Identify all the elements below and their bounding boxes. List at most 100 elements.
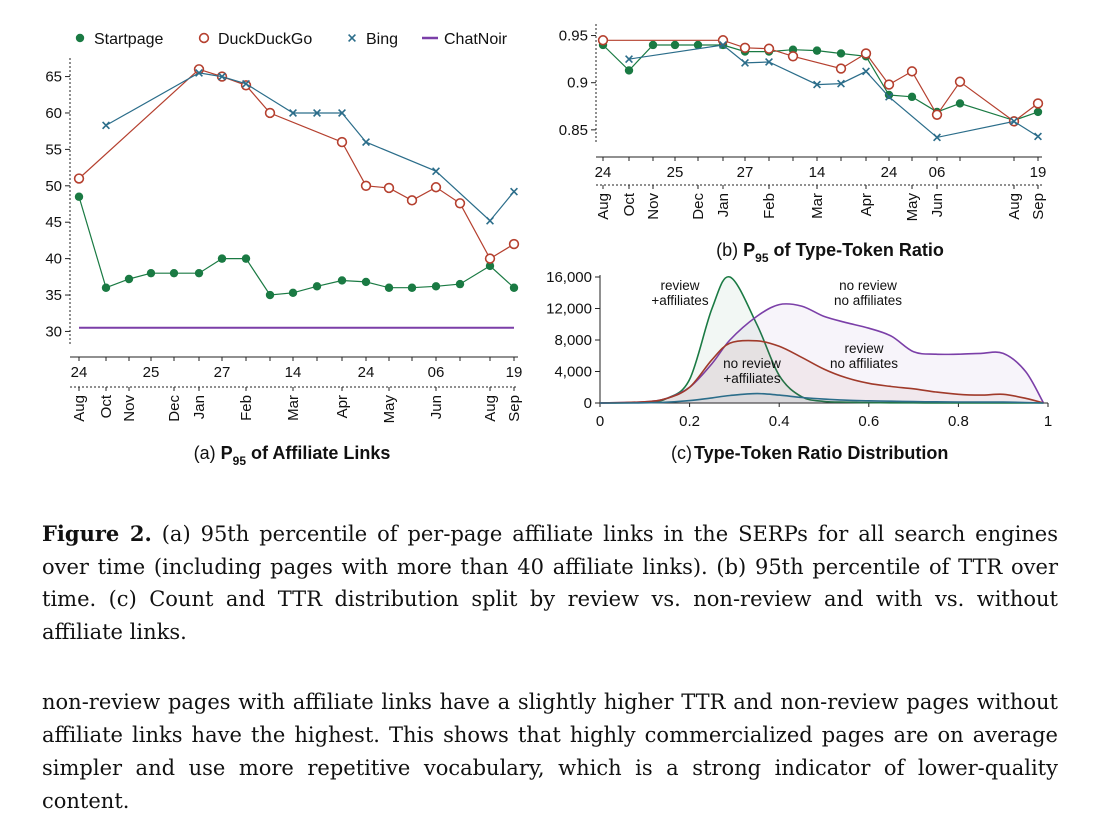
data-point-a-startpage [169,268,179,278]
series-line-b-bing [628,44,1039,139]
legend-label-bing: Bing [366,31,398,48]
data-point-a-bing [242,79,250,88]
x-tick-label-c: 0.6 [858,413,879,430]
x-month-label-a: Feb [238,395,255,421]
x-day-label-a: 06 [428,364,445,381]
y-tick-label-b: 0.9 [567,75,588,92]
data-point-b-duckduckgo [763,43,775,54]
data-point-b-duckduckgo [597,35,609,46]
y-tick-label-a: 35 [45,287,62,304]
series-line-a-startpage [78,196,515,296]
x-month-label-b: Feb [761,193,778,219]
data-point-a-startpage [509,283,519,292]
chart-title-c-label: (c) [671,443,692,463]
legend-swatch-bing [348,34,356,42]
series-line-a-duckduckgo [78,68,515,260]
data-point-b-duckduckgo [931,109,943,120]
y-tick-label-a: 50 [45,178,62,195]
legend-label-duckduckgo: DuckDuckGo [218,31,312,48]
data-point-a-bing [510,187,518,196]
legend-swatch-duckduckgo [198,32,210,44]
data-point-b-bing [933,133,941,142]
data-point-b-duckduckgo [739,42,751,54]
density-label-2: review [844,341,883,356]
x-tick-label-c: 1 [1044,413,1052,430]
x-day-label-a: 25 [143,364,160,381]
data-point-a-startpage [312,282,322,291]
data-point-a-duckduckgo [454,198,466,209]
data-point-a-startpage [74,192,84,201]
density-line-3 [599,392,1044,404]
data-point-b-startpage [693,40,703,50]
data-point-b-startpage [955,99,965,108]
data-point-a-startpage [194,268,204,278]
data-point-b-duckduckgo [883,79,895,90]
x-month-label-a: Aug [71,395,88,422]
x-day-label-b: 25 [667,164,684,181]
data-point-b-duckduckgo [717,35,729,46]
data-point-a-bing [338,109,346,117]
data-point-a-bing [218,72,226,81]
figure-caption: Figure 2. (a) 95th percentile of per-pag… [42,518,1058,648]
data-point-b-bing [885,92,893,101]
y-tick-label-c: 12,000 [546,301,592,318]
chart-title-a: (a) P95 of Affiliate Links [194,443,391,468]
data-point-b-duckduckgo [860,48,872,59]
x-month-label-b: Oct [621,192,638,216]
data-point-b-startpage [670,40,680,50]
data-point-b-duckduckgo [906,66,918,77]
x-month-label-b: Dec [690,193,707,220]
data-point-b-duckduckgo [954,76,966,87]
y-tick-label-a: 30 [45,323,62,340]
x-day-label-a: 24 [71,364,88,381]
density-label-0: review [660,278,699,293]
x-month-label-b: Aug [595,193,612,220]
y-tick-label-a: 45 [45,214,62,231]
data-point-a-startpage [407,283,417,292]
x-day-label-b: 06 [929,164,946,181]
data-point-a-duckduckgo [264,107,276,119]
caption-text: (a) 95th percentile of per-page affiliat… [42,522,1059,644]
density-label-3: no review [723,356,781,371]
data-point-a-bing [102,121,110,130]
data-point-a-startpage [485,261,495,271]
y-tick-label-a: 55 [45,141,62,158]
data-point-a-startpage [431,282,441,291]
chart-title-c: Type-Token Ratio Distribution [694,443,948,463]
x-day-label-b: 27 [737,164,754,181]
data-point-a-duckduckgo [360,180,372,191]
chart-title-b: (b) P95 of Type-Token Ratio [716,240,944,265]
x-day-label-b: 24 [595,164,612,181]
body-paragraph: non-review pages with affiliate links ha… [42,690,1058,813]
data-point-a-startpage [384,283,394,292]
y-tick-label-a: 65 [45,69,62,86]
x-month-label-a: Sep [506,395,523,422]
data-point-b-startpage [836,49,846,58]
x-month-label-b: Jan [715,193,732,217]
y-tick-label-b: 0.95 [559,28,588,45]
density-area-3 [600,393,1044,403]
data-point-a-startpage [361,277,371,287]
x-month-label-a: Aug [482,395,499,422]
x-month-label-b: Aug [1006,193,1023,220]
title-subscript: 95 [233,454,247,468]
x-month-label-b: Jun [929,193,946,217]
legend-swatch-startpage [75,33,85,43]
data-point-b-bing [837,79,845,88]
data-point-b-bing [1010,117,1018,126]
density-label-1: no review [839,278,897,293]
data-point-a-bing [432,167,440,176]
x-month-label-a: Jan [191,395,208,419]
x-month-label-b: Nov [645,193,662,220]
data-point-a-startpage [265,290,275,300]
data-point-b-startpage [812,46,822,55]
x-month-label-a: Mar [285,395,302,421]
x-month-label-b: Mar [809,193,826,219]
data-point-a-startpage [455,279,465,289]
y-tick-label-c: 0 [584,395,592,412]
x-month-label-a: Oct [98,394,115,418]
y-tick-label-c: 16,000 [546,269,592,286]
density-line-2 [599,339,1044,404]
x-day-label-a: 19 [506,364,523,381]
